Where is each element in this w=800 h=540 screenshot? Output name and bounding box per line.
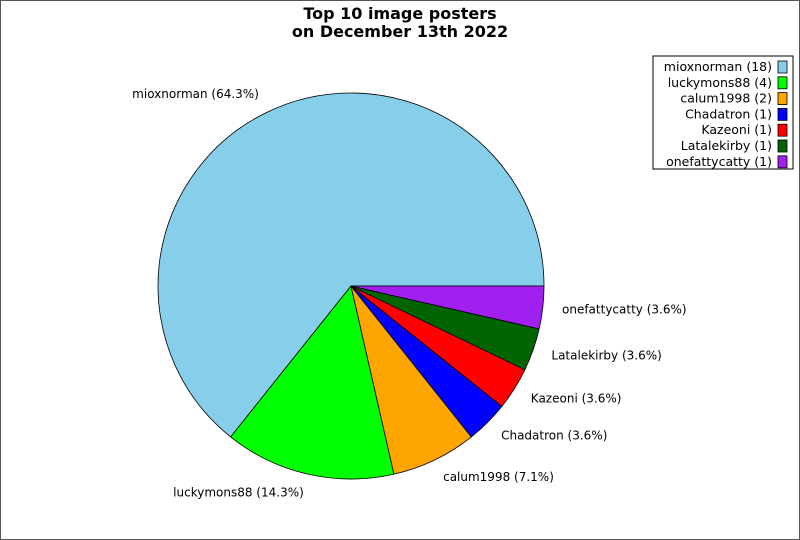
legend-swatch-latalekirby [777, 139, 788, 153]
pie-slice-luckymons88 [230, 285, 395, 480]
slice-label-mioxnorman: mioxnorman (64.3%) [132, 87, 259, 101]
slice-label-onefattycatty: onefattycatty (3.6%) [562, 302, 687, 316]
slice-label-chadatron: Chadatron (3.6%) [501, 429, 607, 443]
legend-label-kazeoni: Kazeoni (1) [701, 122, 772, 137]
chart-title: Top 10 image posters [303, 4, 496, 23]
legend: mioxnorman (18)luckymons88 (4)calum1998 … [652, 55, 794, 170]
legend-label-chadatron: Chadatron (1) [685, 106, 772, 121]
slice-label-latalekirby: Latalekirby (3.6%) [551, 349, 661, 363]
slice-label-luckymons88: luckymons88 (14.3%) [173, 486, 304, 500]
slice-label-kazeoni: Kazeoni (3.6%) [531, 392, 622, 406]
legend-swatch-chadatron [777, 108, 788, 121]
legend-label-luckymons88: luckymons88 (4) [668, 75, 772, 90]
pie-slice-onefattycatty [350, 285, 545, 330]
legend-swatch-luckymons88 [777, 76, 788, 90]
slice-labels: mioxnorman (64.3%) luckymons88 (14.3%) cal… [132, 87, 686, 499]
legend-swatch-mioxnorman [777, 60, 788, 74]
legend-label-latalekirby: Latalekirby (1) [681, 138, 772, 153]
pie-slice-mioxnorman [157, 92, 545, 438]
legend-label-mioxnorman: mioxnorman (18) [664, 59, 772, 74]
legend-label-onefattycatty: onefattycatty (1) [666, 154, 772, 169]
chart-subtitle: on December 13th 2022 [292, 22, 508, 41]
legend-swatch-kazeoni [777, 123, 788, 137]
legend-swatch-onefattycatty [777, 155, 788, 169]
legend-box [652, 55, 794, 170]
slice-label-calum1998: calum1998 (7.1%) [443, 470, 554, 484]
pie-slices [157, 92, 545, 480]
legend-swatch-calum1998 [777, 92, 788, 105]
legend-label-calum1998: calum1998 (2) [680, 91, 772, 106]
